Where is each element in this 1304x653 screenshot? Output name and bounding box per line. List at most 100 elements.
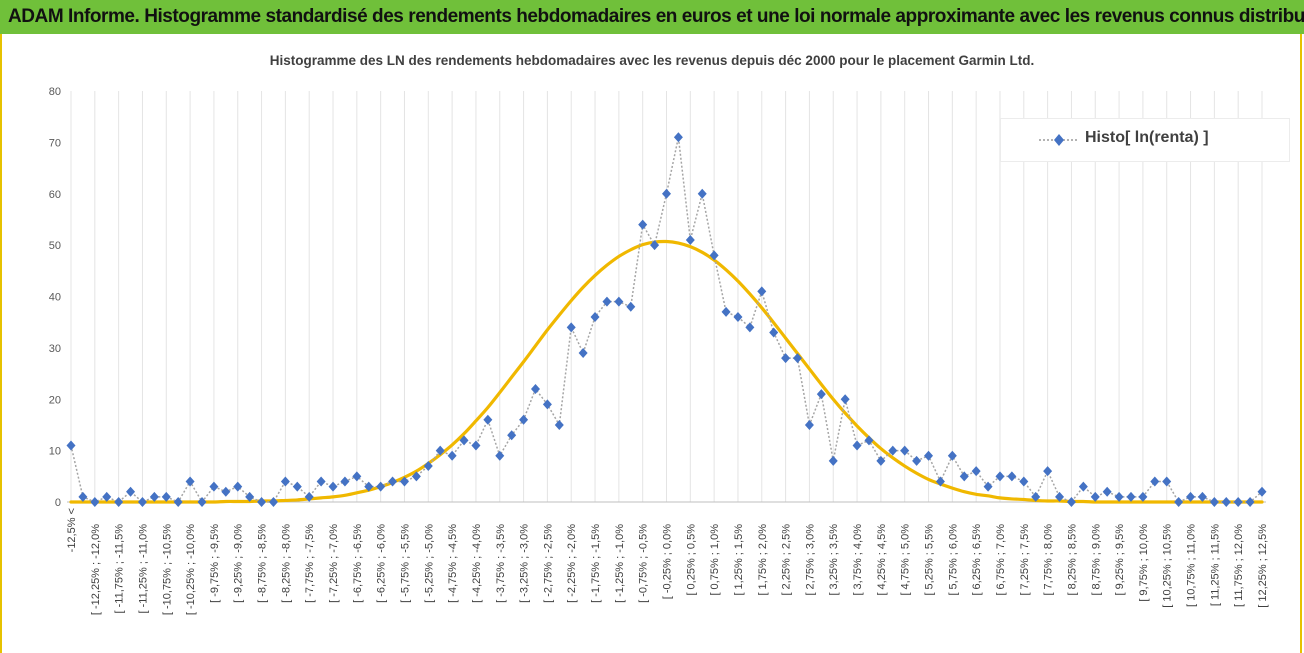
histo-data-point <box>935 476 945 487</box>
histo-data-point <box>1102 486 1112 497</box>
histo-data-point <box>78 491 88 502</box>
histo-data-point <box>66 440 76 451</box>
histo-data-point <box>578 348 588 359</box>
histo-data-point <box>769 327 779 338</box>
histo-data-point <box>1221 497 1231 507</box>
x-tick-label: [ -3,25% ; -3,0% <box>519 524 531 603</box>
histo-data-point <box>173 497 183 507</box>
x-tick-label: [ 6,75% ; 7,0% <box>995 524 1007 596</box>
chart-title: Histogramme des LN des rendements hebdom… <box>269 53 1035 68</box>
histo-data-point <box>1162 476 1172 487</box>
y-tick-label: 10 <box>49 446 61 458</box>
histo-data-point <box>197 497 207 507</box>
histo-data-point <box>840 394 850 405</box>
histo-data-point <box>614 296 624 307</box>
x-tick-label: [ -10,75% ; -10,5% <box>161 524 173 615</box>
histo-data-point <box>340 476 350 487</box>
histo-data-point <box>233 481 243 492</box>
histo-data-point <box>447 450 457 461</box>
histo-data-point <box>519 414 529 425</box>
y-tick-label: 0 <box>55 497 61 509</box>
x-tick-label: [ -4,25% ; -4,0% <box>471 524 483 603</box>
x-tick-label: [ -9,75% ; -9,5% <box>209 524 221 603</box>
histo-data-point <box>1186 491 1196 502</box>
banner-title: ADAM Informe. Histogramme standardisé de… <box>8 6 1304 27</box>
histo-data-point <box>90 497 100 507</box>
legend-series-label: Histo[ ln(renta) ] <box>1085 129 1209 146</box>
histo-data-point <box>1031 491 1041 502</box>
x-tick-label: [ 8,25% ; 8,5% <box>1066 524 1078 596</box>
histo-data-point <box>804 419 814 430</box>
histo-data-point <box>102 491 112 502</box>
x-tick-label: [ 7,25% ; 7,5% <box>1019 524 1031 596</box>
histo-data-point <box>733 312 743 323</box>
histo-data-point <box>650 240 660 251</box>
histo-data-point <box>947 450 957 461</box>
histo-data-point <box>1114 491 1124 502</box>
histo-data-point <box>566 322 576 333</box>
histo-data-point <box>924 450 934 461</box>
histo-data-point <box>959 471 969 482</box>
histo-data-point <box>245 491 255 502</box>
banner: ADAM Informe. Histogramme standardisé de… <box>0 0 1304 34</box>
histo-data-point <box>995 471 1005 482</box>
x-tick-label: [ 3,25% ; 3,5% <box>828 524 840 596</box>
histo-data-point <box>1019 476 1029 487</box>
y-tick-label: 80 <box>49 86 61 98</box>
histo-data-point <box>137 497 147 507</box>
x-tick-label: [ -0,25% ; 0,0% <box>662 524 674 599</box>
histo-data-point <box>685 234 695 245</box>
histo-data-point <box>983 481 993 492</box>
x-tick-label: [ 12,25% ; 12,5% <box>1257 524 1269 608</box>
x-tick-label: [ -7,75% ; -7,5% <box>304 524 316 603</box>
histo-data-point <box>662 188 671 199</box>
histo-data-point <box>602 296 612 307</box>
histo-data-point <box>1126 491 1136 502</box>
histo-data-point <box>1209 497 1219 507</box>
histo-data-point <box>1257 486 1267 497</box>
histo-data-point <box>257 497 267 507</box>
histo-data-point <box>912 455 922 466</box>
histo-data-point <box>673 132 683 143</box>
histo-data-point <box>1245 497 1255 507</box>
x-tick-label: [ 1,75% ; 2,0% <box>757 524 769 596</box>
x-tick-label: [ -8,25% ; -8,0% <box>280 524 292 603</box>
x-tick-label: [ -2,25% ; -2,0% <box>566 524 578 603</box>
x-tick-label: [ -9,25% ; -9,0% <box>233 524 245 603</box>
histo-data-point <box>423 461 433 472</box>
histo-data-point <box>1233 497 1243 507</box>
x-tick-label: [ -12,25% ; -12,0% <box>90 524 102 615</box>
histo-data-point <box>316 476 326 487</box>
histo-data-point <box>816 389 826 400</box>
histo-data-point <box>626 301 636 312</box>
x-tick-label: [ 2,75% ; 3,0% <box>804 524 816 596</box>
histo-data-point <box>209 481 219 492</box>
x-tick-label: [ 0,75% ; 1,0% <box>709 524 721 596</box>
histo-data-point <box>1066 497 1076 507</box>
histo-data-point <box>411 471 421 482</box>
histo-data-point <box>304 491 314 502</box>
histo-data-point <box>709 250 719 261</box>
y-tick-label: 70 <box>49 137 61 149</box>
x-tick-label: [ 10,25% ; 10,5% <box>1162 524 1174 608</box>
histo-data-point <box>1090 491 1100 502</box>
histo-data-point <box>852 440 862 451</box>
histo-data-point <box>388 476 398 487</box>
histo-data-point <box>399 476 409 487</box>
x-tick-label: [ 4,75% ; 5,0% <box>900 524 912 596</box>
x-tick-label: [ -6,75% ; -6,5% <box>352 524 364 603</box>
histo-data-point <box>268 497 278 507</box>
x-tick-label: [ 3,75% ; 4,0% <box>852 524 864 596</box>
x-tick-label: [ 5,25% ; 5,5% <box>924 524 936 596</box>
histo-data-point <box>1138 491 1148 502</box>
x-tick-label: [ -1,75% ; -1,5% <box>590 524 602 603</box>
histo-data-point <box>781 353 791 364</box>
x-tick-label: [ -6,25% ; -6,0% <box>376 524 388 603</box>
x-tick-label: [ -11,25% ; -11,0% <box>137 524 149 614</box>
histo-data-point <box>721 306 731 317</box>
x-tick-label: [ 7,75% ; 8,0% <box>1043 524 1055 596</box>
histo-data-point <box>1078 481 1088 492</box>
chart-frame <box>0 34 1302 653</box>
histo-data-point <box>542 399 552 410</box>
